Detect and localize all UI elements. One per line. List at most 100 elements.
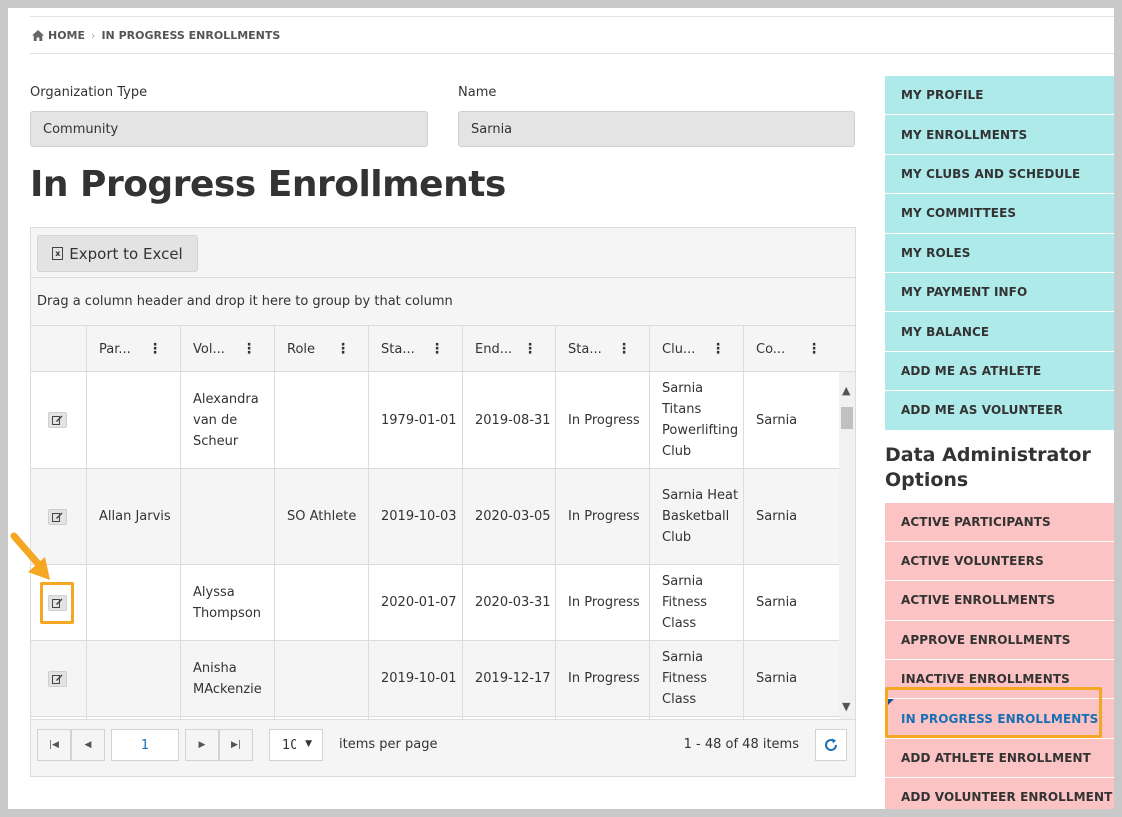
- table-cell-community: Sarnia: [743, 372, 839, 468]
- column-header[interactable]: Sta... ⋮: [368, 326, 462, 372]
- kebab-icon[interactable]: ⋮: [148, 341, 162, 357]
- kebab-icon[interactable]: ⋮: [242, 341, 256, 357]
- breadcrumb-home-link[interactable]: HOME: [48, 28, 86, 42]
- table-cell-start: 1979-01-01: [368, 372, 462, 468]
- kebab-icon[interactable]: ⋮: [523, 341, 537, 357]
- table-row: Allan Jarvis SO Athlete 2019-10-03 2020-03-…: [31, 469, 839, 565]
- next-page-icon[interactable]: ▶: [185, 729, 219, 761]
- last-page-icon[interactable]: ▶|: [219, 729, 253, 761]
- kebab-icon[interactable]: ⋮: [336, 341, 350, 357]
- name-field[interactable]: Sarnia: [458, 111, 855, 147]
- table-row: Anisha MAckenzie 2019-10-01 2019-12-17 In P…: [31, 641, 839, 717]
- kebab-icon[interactable]: ⋮: [711, 341, 725, 357]
- nav-item-active-participants[interactable]: ACTIVE PARTICIPANTS: [885, 502, 1114, 542]
- grid-pager: |◀ ◀ 1 ▶ ▶| 10 ▼ items per page 1 - 48 o…: [31, 719, 855, 776]
- nav-item-add-athlete-enrollment[interactable]: ADD ATHLETE ENROLLMENT: [885, 738, 1114, 779]
- nav-item-my-clubs-and-schedule[interactable]: MY CLUBS AND SCHEDULE: [885, 154, 1114, 195]
- nav-item-label: ACTIVE VOLUNTEERS: [901, 554, 1044, 569]
- edit-icon[interactable]: [48, 670, 67, 687]
- page-size-select[interactable]: 10 ▼: [269, 729, 323, 761]
- nav-item-my-committees[interactable]: MY COMMITTEES: [885, 194, 1114, 234]
- nav-item-label: IN PROGRESS ENROLLMENTS: [901, 711, 1099, 726]
- chevron-down-icon: ▼: [305, 739, 312, 749]
- table-cell-status: In Progress: [555, 641, 649, 716]
- table-cell-participant: [86, 717, 180, 719]
- table-cell-community: Sarnia: [743, 641, 839, 716]
- nav-item-add-volunteer-enrollment[interactable]: ADD VOLUNTEER ENROLLMENT: [885, 778, 1114, 809]
- nav-item-my-balance[interactable]: MY BALANCE: [885, 312, 1114, 352]
- table-cell-start: [368, 717, 462, 719]
- nav-item-label: APPROVE ENROLLMENTS: [901, 632, 1071, 647]
- table-cell-volunteer: Anisha MAckenzie: [180, 641, 274, 716]
- nav-item-my-roles[interactable]: MY ROLES: [885, 233, 1114, 273]
- column-header-label: Par...: [99, 341, 131, 357]
- table-cell-end: [462, 717, 555, 719]
- table-cell-club: Sarnia Fitness Class: [649, 565, 743, 640]
- table-cell-status: In Progress: [555, 372, 649, 468]
- table-cell-club: Sarnia Heat Basketball Club: [649, 469, 743, 564]
- table-cell-participant: [86, 565, 180, 640]
- column-header[interactable]: Sta... ⋮: [555, 326, 649, 372]
- first-page-icon[interactable]: |◀: [37, 729, 71, 761]
- nav-item-my-enrollments[interactable]: MY ENROLLMENTS: [885, 115, 1114, 155]
- table-cell-end: 2019-08-31: [462, 372, 555, 468]
- admin-options-title: Data Administrator Options: [885, 430, 1114, 503]
- edit-icon[interactable]: [48, 594, 67, 611]
- kebab-icon[interactable]: ⋮: [617, 341, 631, 357]
- column-header[interactable]: End... ⋮: [462, 326, 555, 372]
- table-cell-role: [274, 565, 368, 640]
- table-row: Alexandra van de Scheur 1979-01-01 2019-08…: [31, 372, 839, 469]
- member-nav-group: MY PROFILE MY ENROLLMENTS MY CLUBS AND SCH…: [885, 76, 1114, 431]
- nav-item-approve-enrollments[interactable]: APPROVE ENROLLMENTS: [885, 620, 1114, 661]
- nav-item-my-profile[interactable]: MY PROFILE: [885, 76, 1114, 116]
- edit-cell: [31, 469, 86, 564]
- table-cell-status: In Progress: [555, 565, 649, 640]
- nav-item-add-me-as-athlete[interactable]: ADD ME AS ATHLETE: [885, 351, 1114, 392]
- column-header[interactable]: Co... ⋮: [743, 326, 839, 372]
- refresh-icon[interactable]: [815, 729, 847, 761]
- enrollments-grid: x Export to Excel Drag a column header a…: [30, 227, 856, 777]
- table-cell-club: [649, 717, 743, 719]
- home-icon[interactable]: [32, 29, 44, 41]
- scroll-thumb[interactable]: [841, 407, 853, 429]
- nav-item-active-volunteers[interactable]: ACTIVE VOLUNTEERS: [885, 541, 1114, 582]
- grid-body: Alexandra van de Scheur 1979-01-01 2019-08…: [31, 372, 839, 719]
- nav-item-label: ADD ATHLETE ENROLLMENT: [901, 751, 1091, 766]
- nav-item-label: ACTIVE ENROLLMENTS: [901, 593, 1056, 608]
- edit-icon[interactable]: [48, 508, 67, 525]
- edit-icon[interactable]: [48, 412, 67, 428]
- org-type-field[interactable]: Community: [30, 111, 428, 147]
- export-to-excel-button[interactable]: x Export to Excel: [37, 235, 198, 272]
- excel-icon: x: [52, 247, 64, 260]
- table-cell-status: In Progress: [555, 469, 649, 564]
- nav-item-my-payment-info[interactable]: MY PAYMENT INFO: [885, 272, 1114, 313]
- scroll-down-icon[interactable]: ▼: [842, 700, 851, 713]
- table-cell-start: 2020-01-07: [368, 565, 462, 640]
- prev-page-icon[interactable]: ◀: [71, 729, 105, 761]
- table-cell-role: [274, 372, 368, 468]
- nav-item-active-enrollments[interactable]: ACTIVE ENROLLMENTS: [885, 581, 1114, 621]
- group-by-panel[interactable]: Drag a column header and drop it here to…: [31, 278, 855, 326]
- kebab-icon[interactable]: ⋮: [807, 341, 821, 357]
- admin-nav-group: ACTIVE PARTICIPANTS ACTIVE VOLUNTEERS ACTI…: [885, 502, 1114, 809]
- grid-scrollbar[interactable]: ▲ ▼: [839, 372, 855, 719]
- scroll-up-icon[interactable]: ▲: [842, 384, 851, 397]
- nav-item-add-me-as-volunteer[interactable]: ADD ME AS VOLUNTEER: [885, 391, 1114, 431]
- column-header[interactable]: Clu... ⋮: [649, 326, 743, 372]
- nav-item-label: ADD ME AS ATHLETE: [901, 363, 1042, 378]
- current-page-input[interactable]: 1: [111, 729, 179, 761]
- kebab-icon[interactable]: ⋮: [430, 341, 444, 357]
- column-header-label: Sta...: [381, 341, 415, 357]
- table-row: AI: [31, 717, 839, 719]
- items-per-page-label: items per page: [339, 737, 438, 752]
- arrow-pointer-icon: [10, 532, 50, 580]
- table-cell-club: Sarnia Fitness Class: [649, 641, 743, 716]
- column-header[interactable]: Vol... ⋮: [180, 326, 274, 372]
- nav-item-in-progress-enrollments[interactable]: IN PROGRESS ENROLLMENTS: [885, 699, 1114, 739]
- table-cell-participant: Allan Jarvis: [86, 469, 180, 564]
- edit-cell: [31, 565, 86, 640]
- nav-item-inactive-enrollments[interactable]: INACTIVE ENROLLMENTS: [885, 660, 1114, 700]
- column-header[interactable]: Role ⋮: [274, 326, 368, 372]
- column-header[interactable]: Par... ⋮: [86, 326, 180, 372]
- nav-item-label: MY ENROLLMENTS: [901, 127, 1028, 142]
